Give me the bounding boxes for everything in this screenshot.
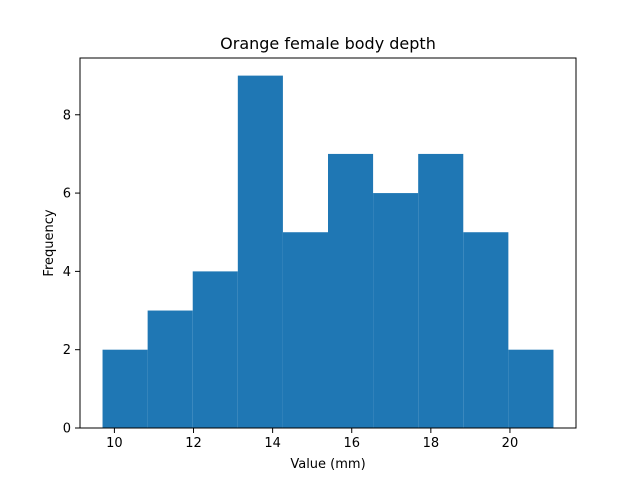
histogram-bar [192, 271, 238, 428]
histogram-bar [463, 232, 509, 428]
histogram-bar [373, 193, 419, 428]
x-tick-label: 18 [423, 436, 440, 451]
y-axis-label: Frequency [42, 209, 57, 276]
x-axis-ticks: 10 12 14 16 18 20 [106, 428, 518, 451]
y-tick-label: 0 [63, 422, 71, 437]
x-tick-label: 16 [343, 436, 360, 451]
histogram-bar [237, 75, 283, 428]
y-tick-label: 4 [63, 265, 71, 280]
y-tick-label: 6 [63, 187, 71, 202]
histogram-bar [508, 349, 554, 428]
x-tick-label: 12 [185, 436, 202, 451]
bars-group [102, 75, 554, 429]
x-axis-label: Value (mm) [290, 457, 365, 472]
histogram-bar [328, 153, 374, 429]
chart-title: Orange female body depth [220, 34, 436, 53]
y-axis-ticks: 0 2 4 6 8 [63, 108, 80, 437]
x-tick-label: 14 [264, 436, 281, 451]
x-tick-label: 20 [502, 436, 519, 451]
x-tick-label: 10 [106, 436, 123, 451]
y-tick-label: 8 [63, 108, 71, 123]
histogram-bar [418, 153, 464, 429]
axes-frame [79, 57, 577, 429]
y-tick-label: 2 [63, 343, 71, 358]
histogram-bar [282, 232, 328, 428]
histogram-bar [147, 310, 193, 428]
histogram-bar [102, 349, 148, 428]
